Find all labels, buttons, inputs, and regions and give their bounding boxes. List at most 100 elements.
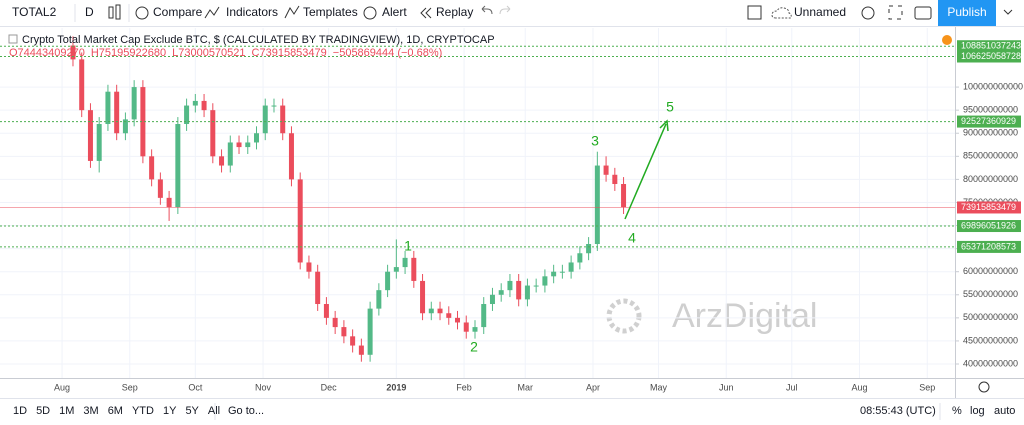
collapse-icon[interactable] <box>8 34 18 44</box>
range-button[interactable]: 3M <box>83 405 98 417</box>
y-tick-label: 80000000000 <box>963 174 1018 184</box>
candle-body <box>472 327 478 332</box>
candle-body <box>568 262 574 272</box>
redo-icon[interactable] <box>499 5 511 15</box>
range-button[interactable]: 6M <box>108 405 123 417</box>
candle-body <box>87 110 93 161</box>
settings-icon[interactable] <box>861 6 875 20</box>
candle-body <box>559 271 565 273</box>
price-label: 108851037243 <box>961 41 1021 51</box>
interval-button[interactable]: D <box>85 5 94 19</box>
candle-body <box>166 197 172 208</box>
candle-body <box>376 290 382 309</box>
range-button[interactable]: 5D <box>36 405 50 417</box>
price-label-box <box>957 50 1021 63</box>
x-tick-label: Jul <box>786 382 798 392</box>
checkbox[interactable] <box>747 5 762 20</box>
candle-body <box>524 285 530 300</box>
candle-body <box>612 174 618 185</box>
candle-body <box>122 119 128 134</box>
x-tick-label: Nov <box>255 382 272 392</box>
goto-button[interactable]: Go to... <box>228 405 264 417</box>
range-button[interactable]: 1M <box>59 405 74 417</box>
x-tick-label: Jun <box>719 382 734 392</box>
candle-body <box>594 165 600 245</box>
candle-body <box>463 322 469 332</box>
x-tick-label: Aug <box>54 382 70 392</box>
candle-body <box>323 304 329 318</box>
snapshot-icon[interactable] <box>914 6 932 20</box>
undo-icon[interactable] <box>481 5 493 15</box>
fullscreen-icon[interactable] <box>888 5 903 20</box>
y-tick-label: 100000000000 <box>963 81 1023 91</box>
alert-button[interactable]: Alert <box>382 5 407 19</box>
candle-body <box>516 280 522 300</box>
publish-button[interactable] <box>938 0 996 26</box>
candle-body <box>149 156 155 180</box>
candle-body <box>428 308 434 314</box>
x-tick-label: Sep <box>122 382 138 392</box>
candle-body <box>297 179 303 263</box>
candle-body <box>271 105 277 107</box>
y-tick-label: 60000000000 <box>963 266 1018 276</box>
candle-body <box>533 285 539 287</box>
price-label-box <box>957 240 1021 253</box>
range-button[interactable]: All <box>208 405 220 417</box>
auto-toggle[interactable]: auto <box>994 405 1015 417</box>
candle-body <box>586 244 592 254</box>
candle-body <box>254 133 260 143</box>
range-button[interactable]: 1D <box>13 405 27 417</box>
candle-body <box>219 156 225 166</box>
candle-body <box>262 105 268 134</box>
compare-button[interactable]: Compare <box>153 5 203 19</box>
cloud-icon[interactable] <box>771 7 792 19</box>
x-tick-label: Feb <box>456 382 472 392</box>
candle-body <box>70 45 76 60</box>
replay-button[interactable]: Replay <box>436 5 473 19</box>
replay-icon[interactable] <box>420 7 432 19</box>
warning-icon[interactable] <box>942 35 952 45</box>
compare-icon[interactable] <box>135 6 149 20</box>
candle-body <box>446 313 452 318</box>
ohlc-value: O74443409270 <box>9 47 85 59</box>
indicators-icon[interactable] <box>204 6 220 19</box>
publish-label[interactable]: Publish <box>947 5 986 19</box>
templates-icon[interactable] <box>284 5 300 19</box>
axis-settings-icon[interactable] <box>978 381 990 393</box>
ohlc-value: C73915853479 <box>252 47 327 59</box>
candle-body <box>420 280 426 314</box>
x-tick-label: Aug <box>852 382 868 392</box>
candle-body <box>184 105 190 125</box>
templates-button[interactable]: Templates <box>303 5 358 19</box>
candle-body <box>621 184 627 208</box>
layout-name[interactable]: Unnamed <box>794 5 846 19</box>
log-toggle[interactable]: log <box>970 405 985 417</box>
bottom-bar: Go to... 08:55:43 (UTC) % log auto 1D 5D 1… <box>0 398 1024 420</box>
alert-icon[interactable] <box>363 6 377 20</box>
candle-body <box>192 100 198 106</box>
candle-body <box>175 124 181 208</box>
indicators-button[interactable]: Indicators <box>226 5 278 19</box>
percent-toggle[interactable]: % <box>952 405 962 417</box>
candle-body <box>437 308 443 314</box>
candle-body <box>131 87 137 120</box>
symbol-button[interactable]: TOTAL2 <box>12 5 57 19</box>
chart-style-icon[interactable] <box>108 4 121 20</box>
price-label-box <box>957 201 1021 214</box>
range-button[interactable]: 5Y <box>185 405 199 417</box>
menu-icon[interactable] <box>1003 9 1013 15</box>
price-label: 92527360929 <box>961 116 1016 126</box>
y-tick-label: 95000000000 <box>963 105 1018 115</box>
x-tick-label: Sep <box>919 382 935 392</box>
candle-body <box>411 257 417 281</box>
candle-body <box>157 179 163 198</box>
y-tick-label: 90000000000 <box>963 128 1018 138</box>
candle-body <box>96 124 102 161</box>
range-button[interactable]: YTD <box>132 405 154 417</box>
x-tick-label: Dec <box>321 382 338 392</box>
range-button[interactable]: 1Y <box>163 405 177 417</box>
candle-body <box>551 271 557 277</box>
chart-title: Crypto Total Market Cap Exclude BTC, $ (… <box>22 34 495 46</box>
candle-body <box>481 304 487 328</box>
